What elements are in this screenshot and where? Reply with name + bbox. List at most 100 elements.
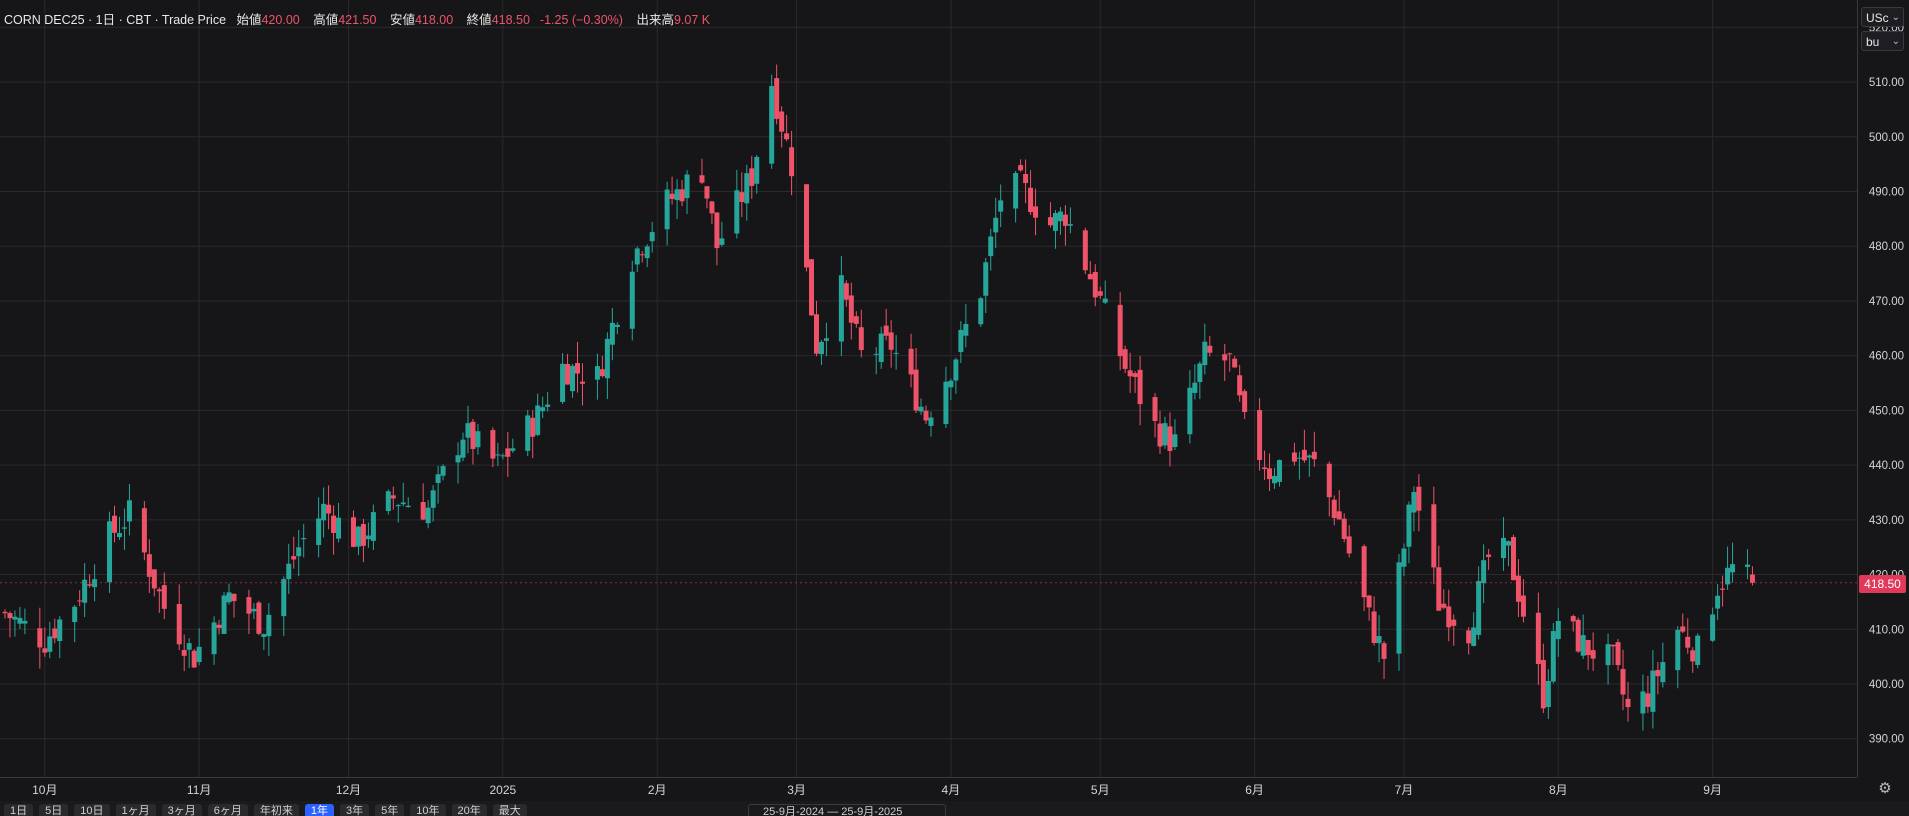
candle-body — [873, 353, 879, 355]
candle-body — [22, 620, 28, 624]
candle-body — [186, 643, 192, 650]
candle-body — [1730, 564, 1736, 573]
candle-body — [7, 613, 13, 619]
range-button[interactable]: 5年 — [375, 804, 405, 816]
range-button[interactable]: 1年 — [304, 804, 334, 816]
range-button[interactable]: 3年 — [340, 804, 370, 816]
candle-body — [92, 579, 98, 588]
candle-body — [331, 515, 337, 533]
candle-body — [1326, 463, 1332, 498]
candle-body — [251, 608, 257, 612]
candle-body — [1222, 354, 1228, 361]
candle-body — [350, 517, 356, 547]
candle-body — [1132, 373, 1138, 377]
price-tick-label: 430.00 — [1869, 515, 1904, 527]
candle-body — [1545, 680, 1551, 708]
candle-body — [151, 569, 157, 589]
candle-body — [1695, 635, 1701, 665]
range-button[interactable]: 1日 — [4, 804, 34, 816]
candle-body — [525, 415, 531, 451]
range-button[interactable]: 3ヶ月 — [161, 804, 202, 816]
last-price-tag: 418.50 — [1859, 575, 1906, 593]
candle-body — [510, 448, 516, 451]
candle-body — [1436, 567, 1442, 611]
candle-body — [246, 597, 252, 614]
candle-body — [754, 156, 760, 184]
candle-body — [530, 417, 536, 437]
range-button[interactable]: 最大 — [492, 804, 527, 816]
candle-body — [1580, 635, 1586, 656]
candle-body — [565, 363, 571, 385]
candle-body — [1744, 564, 1750, 567]
candle-body — [1570, 616, 1576, 622]
candle-body — [261, 634, 267, 637]
candle-body — [1346, 536, 1352, 554]
price-tick-label: 470.00 — [1869, 296, 1904, 308]
candle-body — [425, 507, 431, 524]
range-button[interactable]: 1ヶ月 — [115, 804, 156, 816]
candle-body — [1341, 518, 1347, 539]
candle-body — [1515, 575, 1521, 602]
candle-body — [1272, 476, 1278, 484]
price-axis[interactable]: 390.00400.00410.00420.00430.00440.00450.… — [1857, 0, 1909, 777]
volume-value: 9.07 K — [673, 13, 711, 27]
price-tick-label: 490.00 — [1869, 187, 1904, 199]
time-tick-label: 4月 — [942, 783, 961, 797]
candle-body — [918, 406, 924, 412]
candle-body — [923, 410, 929, 421]
candle-body — [420, 501, 426, 520]
candle-body — [385, 491, 391, 511]
range-button[interactable]: 10日 — [74, 804, 110, 816]
date-range-field[interactable]: 25-9月-2024 — 25-9月-2025 — [748, 804, 946, 816]
range-button[interactable]: 5日 — [39, 804, 69, 816]
chart-canvas[interactable] — [0, 0, 1857, 777]
candle-body — [684, 174, 690, 199]
candle-body — [226, 592, 232, 603]
candle-body — [813, 314, 819, 354]
candle-body — [1172, 434, 1178, 448]
range-button[interactable]: 年初来 — [253, 804, 299, 816]
candle-body — [1202, 341, 1208, 366]
candle-body — [769, 86, 775, 164]
candle-body — [1237, 375, 1243, 396]
candle-body — [1720, 588, 1726, 590]
time-tick-label: 10月 — [32, 783, 57, 797]
candle-body — [1197, 363, 1203, 383]
candle-body — [1396, 562, 1402, 654]
candle-body — [1301, 449, 1307, 461]
candle-body — [709, 201, 715, 214]
settings-icon[interactable]: ⚙ — [1878, 780, 1892, 797]
candle-body — [1371, 611, 1377, 643]
candle-body — [1242, 391, 1248, 413]
candle-body — [838, 275, 844, 342]
candle-body — [599, 369, 605, 377]
candle-body — [465, 423, 471, 438]
price-chart[interactable] — [0, 0, 1857, 777]
time-axis[interactable]: 10月 11月 12月 2025 2月 3月 4月 5月 6月 7月 8月 9月 — [0, 777, 1857, 802]
candle-body — [82, 579, 88, 603]
candle-body — [878, 333, 884, 363]
candle-body — [1715, 595, 1721, 609]
candle-body — [1082, 230, 1088, 271]
range-button[interactable]: 6ヶ月 — [207, 804, 248, 816]
candle-body — [1047, 217, 1053, 226]
candle-body — [913, 369, 919, 411]
candle-body — [1267, 468, 1273, 480]
unit-selector[interactable]: bu ⌄ — [1861, 31, 1904, 51]
candle-body — [321, 503, 327, 521]
price-tick-label: 400.00 — [1869, 679, 1904, 691]
candle-body — [430, 490, 436, 508]
candle-body — [953, 359, 959, 381]
candle-body — [475, 431, 481, 448]
candle-body — [1067, 224, 1073, 226]
chevron-down-icon: ⌄ — [1891, 36, 1900, 47]
currency-selector[interactable]: USc ⌄ — [1861, 7, 1904, 27]
candle-body — [1620, 668, 1626, 695]
candle-body — [893, 352, 899, 354]
candle-body — [744, 173, 750, 204]
range-button[interactable]: 20年 — [451, 804, 487, 816]
candle-body — [211, 622, 217, 655]
candle-body — [958, 329, 964, 353]
candle-body — [435, 474, 441, 483]
range-button[interactable]: 10年 — [410, 804, 446, 816]
